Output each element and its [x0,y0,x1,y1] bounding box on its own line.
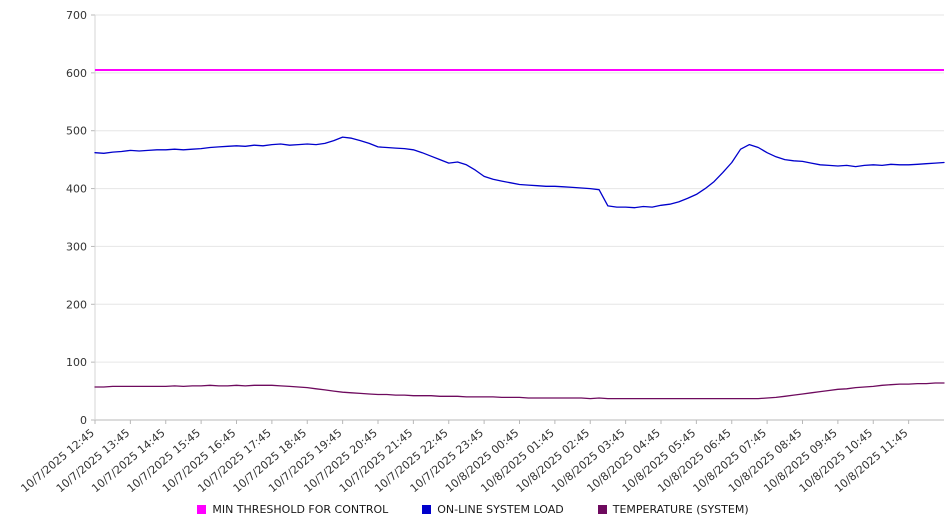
y-tick-label: 300 [66,240,87,253]
y-axis-labels: 0 100 200 300 400 500 600 700 [66,9,87,427]
legend-item: TEMPERATURE (SYSTEM) [597,502,749,516]
y-tick-label: 700 [66,9,87,22]
y-tick-label: 600 [66,67,87,80]
y-tick-label: 100 [66,356,87,369]
chart-legend: MIN THRESHOLD FOR CONTROL ON-LINE SYSTEM … [0,494,946,524]
series-lines [94,68,945,400]
line-chart: 0 100 200 300 400 500 600 700 10/7/2025 12:4510/… [18,9,945,494]
legend-swatch-icon [197,504,207,514]
legend-label: ON-LINE SYSTEM LOAD [437,502,564,516]
gridlines [91,14,944,421]
series-line-1 [94,136,945,209]
legend-label: TEMPERATURE (SYSTEM) [612,502,749,516]
legend-item: ON-LINE SYSTEM LOAD [422,502,564,516]
y-tick-label: 400 [66,183,87,196]
legend-swatch-icon [422,504,432,514]
legend-swatch-icon [597,504,607,514]
series-line-2 [94,382,945,400]
legend-item: MIN THRESHOLD FOR CONTROL [197,503,388,516]
y-tick-label: 500 [66,125,87,138]
legend-label: MIN THRESHOLD FOR CONTROL [212,502,389,516]
y-tick-label: 200 [66,298,87,311]
y-tick-label: 0 [80,414,87,427]
